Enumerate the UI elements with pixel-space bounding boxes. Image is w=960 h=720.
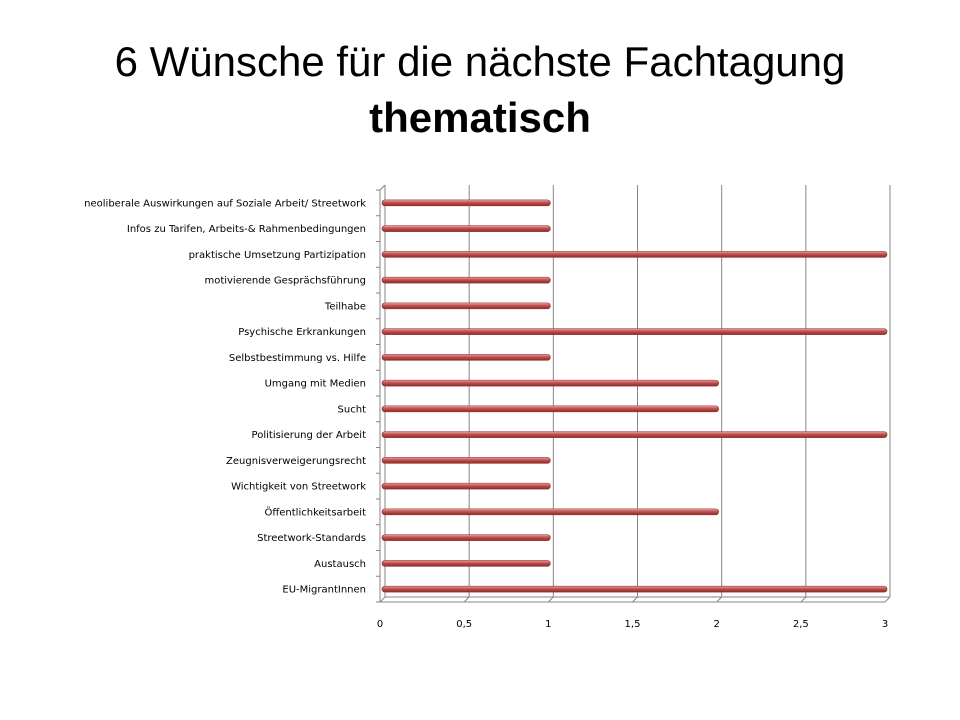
- bar-2: [381, 251, 888, 258]
- floor-diagonal-3: [632, 596, 638, 603]
- bar-3: [381, 276, 551, 284]
- bar-7: [381, 379, 719, 387]
- category-label-14: Austausch: [314, 559, 366, 570]
- bar-layer: [381, 199, 888, 593]
- floor-diagonal-0: [379, 596, 386, 603]
- category-label-11: Wichtigkeit von Streetwork: [231, 482, 366, 493]
- category-label-1: Infos zu Tarifen, Arbeits-& Rahmenbeding…: [127, 224, 366, 235]
- bar-11: [381, 482, 551, 490]
- bar-4: [381, 302, 551, 310]
- x-tick-label-5: 2,5: [793, 619, 809, 630]
- label-layer: 0 0,5 1 1,5 2 2,5 3 neoliberale Auswirkungen au…: [84, 198, 888, 630]
- floor-diagonal-5: [800, 596, 807, 603]
- category-label-4: Teilhabe: [324, 301, 366, 312]
- axis-layer: [376, 184, 890, 603]
- category-label-15: EU-MigrantInnen: [282, 585, 366, 596]
- bar-9: [381, 431, 888, 438]
- bar-15: [381, 585, 888, 593]
- floor-diagonal-2: [547, 596, 554, 603]
- category-label-12: Öffentlichkeitsarbeit: [265, 505, 367, 518]
- bar-13: [381, 534, 551, 541]
- bar-0: [381, 199, 551, 207]
- bar-6: [381, 354, 551, 361]
- category-label-2: praktische Umsetzung Partizipation: [189, 250, 366, 261]
- x-tick-label-3: 1,5: [625, 619, 641, 630]
- floor-diagonal-4: [716, 596, 723, 603]
- category-label-8: Sucht: [338, 404, 367, 415]
- category-label-9: Politisierung der Arbeit: [252, 430, 367, 441]
- x-tick-label-2: 1: [545, 619, 551, 630]
- bar-10: [381, 457, 551, 464]
- floor-diagonal-1: [463, 596, 470, 603]
- y-axis-top-diagonal: [379, 184, 386, 191]
- title-line-2: thematisch: [369, 94, 591, 141]
- floor-diagonal-6: [884, 596, 891, 603]
- category-label-0: neoliberale Auswirkungen auf Soziale Arb…: [84, 198, 366, 209]
- x-tick-label-0: 0: [377, 619, 383, 630]
- bar-14: [381, 560, 551, 567]
- x-tick-label-1: 0,5: [456, 619, 472, 630]
- category-label-10: Zeugnisverweigerungsrecht: [226, 456, 366, 467]
- bar-8: [381, 405, 719, 413]
- bar-1: [381, 225, 551, 232]
- title-line-1: 6 Wünsche für die nächste Fachtagung: [114, 38, 846, 85]
- bar-12: [381, 508, 719, 516]
- category-label-5: Psychische Erkrankungen: [238, 327, 366, 338]
- x-tick-label-6: 3: [882, 619, 888, 630]
- category-label-13: Streetwork-Standards: [257, 533, 366, 544]
- category-label-6: Selbstbestimmung vs. Hilfe: [229, 353, 366, 364]
- x-tick-label-4: 2: [713, 619, 719, 630]
- category-label-7: Umgang mit Medien: [265, 379, 366, 390]
- bar-5: [381, 328, 888, 335]
- category-label-3: motivierende Gesprächsführung: [204, 276, 366, 287]
- slide-title: 6 Wünsche für die nächste Fachtagung the…: [0, 34, 960, 146]
